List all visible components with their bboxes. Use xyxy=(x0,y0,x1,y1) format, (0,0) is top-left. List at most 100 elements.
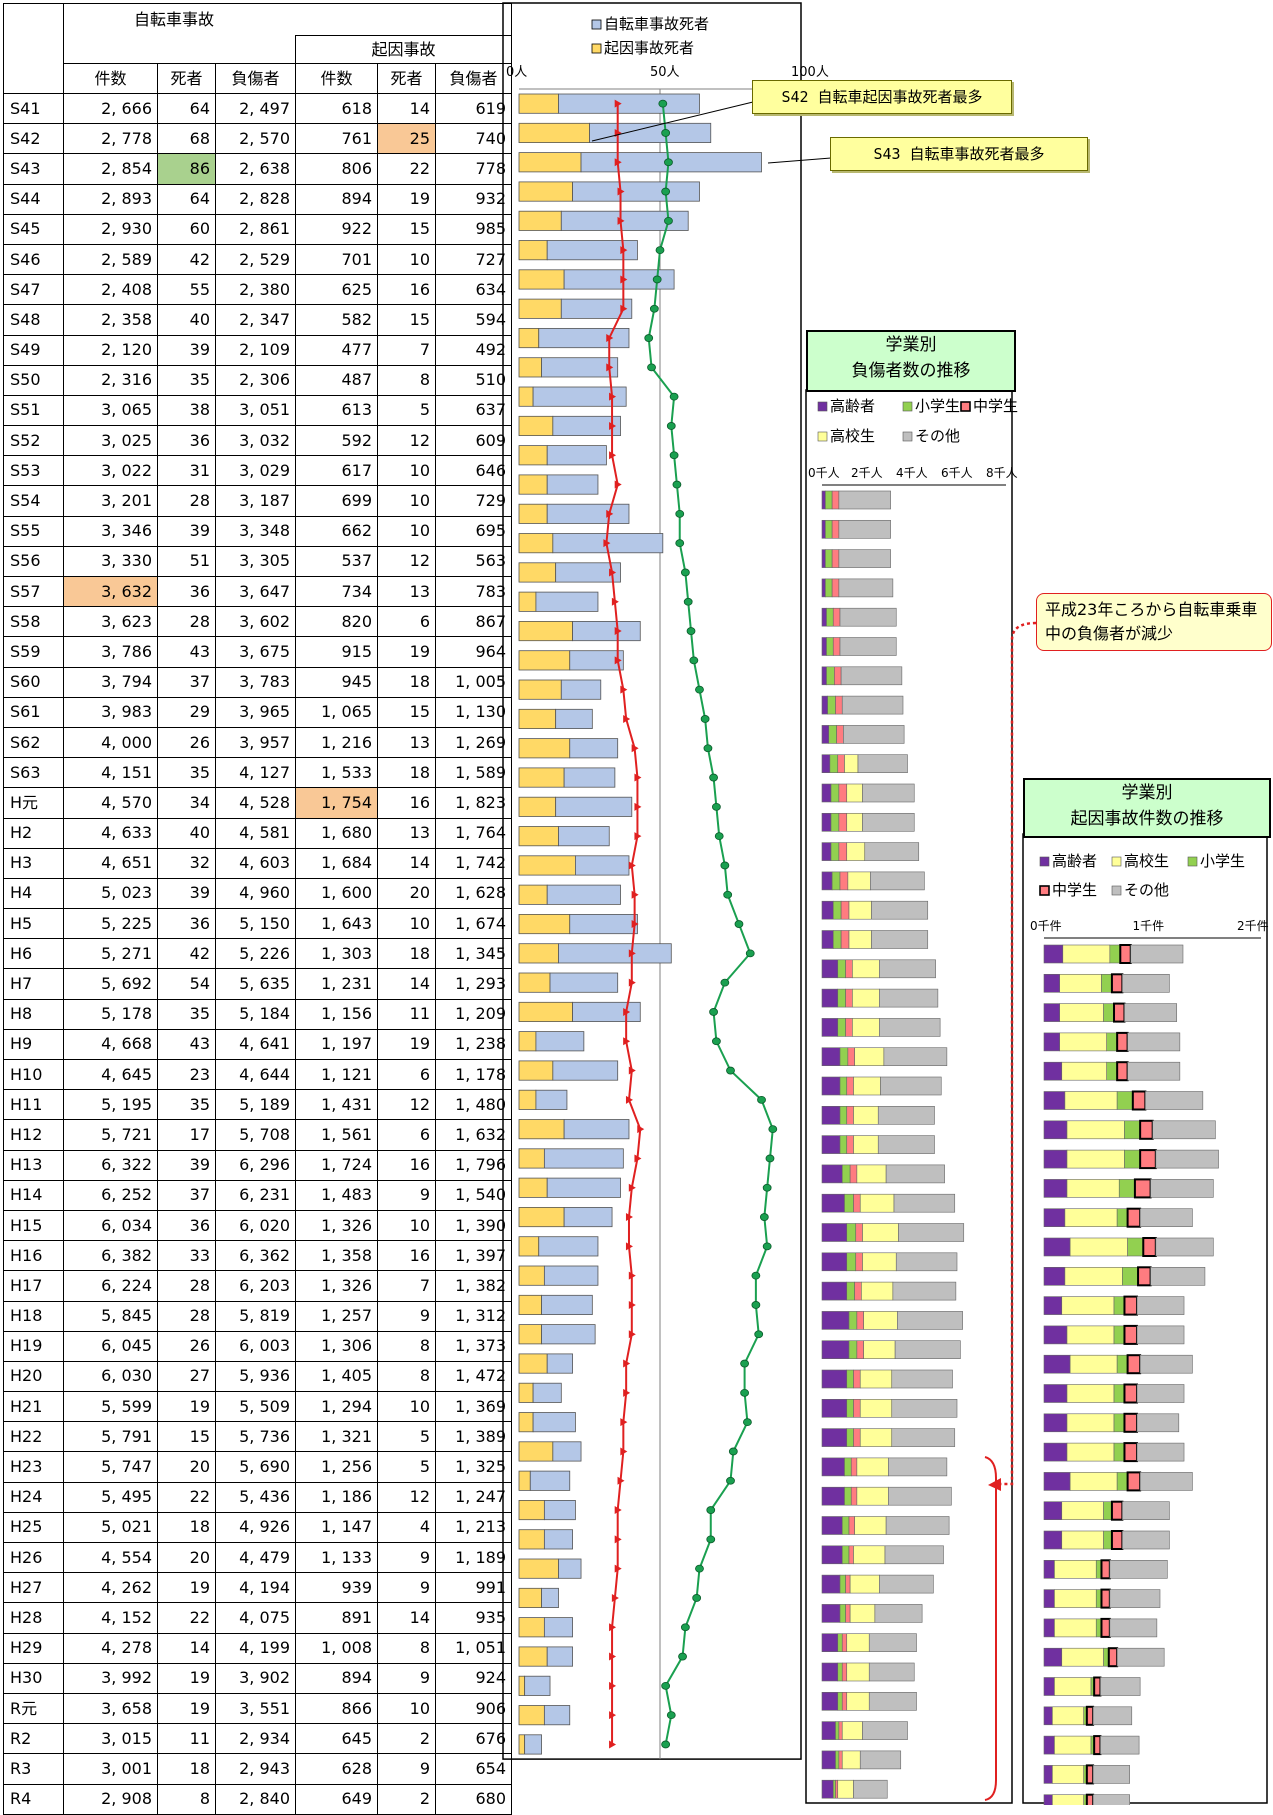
value-cell: 13 xyxy=(377,817,436,849)
era-cell: H7 xyxy=(3,968,64,1000)
value-cell: 1, 674 xyxy=(435,908,512,940)
injured-chart-segment xyxy=(821,1457,845,1477)
value-cell: 701 xyxy=(295,243,378,276)
green-line-marker xyxy=(762,1242,772,1251)
value-cell: 3, 025 xyxy=(63,425,158,457)
injured-chart-segment xyxy=(877,1106,935,1125)
cause-chart-segment xyxy=(1043,1647,1063,1667)
green-line-marker xyxy=(661,187,671,196)
injured-chart-segment xyxy=(821,695,828,715)
table-row: R2 3, 015 11 2, 934 645 2 676 xyxy=(3,1723,512,1755)
table-row: H5 5, 225 36 5, 150 1, 643 10 1, 674 xyxy=(3,908,512,940)
bar-bicycle-death xyxy=(538,327,630,349)
value-cell: 13 xyxy=(377,726,436,759)
red-line-marker xyxy=(609,1740,617,1749)
bar-cause-death xyxy=(518,1734,526,1755)
injured-chart-segment xyxy=(891,1399,958,1418)
value-cell: 1, 256 xyxy=(295,1451,378,1483)
injured-chart-axis-tick: 2千人 xyxy=(851,466,883,480)
value-cell: 18 xyxy=(157,1753,216,1785)
bar-cause-death xyxy=(518,1529,545,1550)
injured-chart-segment xyxy=(821,1223,848,1242)
value-cell: 2, 316 xyxy=(63,364,158,396)
injured-chart-segment xyxy=(825,549,833,568)
injured-chart-segment xyxy=(856,1164,887,1184)
injured-chart-segment xyxy=(853,1399,861,1418)
cause-chart-segment xyxy=(1043,1618,1055,1638)
value-cell: 2, 666 xyxy=(63,92,158,125)
cause-chart-segment xyxy=(1092,1706,1133,1726)
injured-chart-segment xyxy=(879,988,939,1008)
value-cell: 5, 495 xyxy=(63,1481,158,1513)
bar-cause-death xyxy=(518,855,576,876)
era-cell: S57 xyxy=(3,575,64,608)
injured-chart-segment xyxy=(821,812,832,832)
table-row: H18 5, 845 28 5, 819 1, 257 9 1, 312 xyxy=(3,1300,512,1332)
injured-chart-segment xyxy=(821,666,827,686)
cause-chart-segment xyxy=(1107,1647,1119,1668)
green-line-marker xyxy=(664,216,673,225)
value-cell: 39 xyxy=(157,877,216,910)
red-line-marker xyxy=(634,802,642,811)
injured-chart-segment xyxy=(821,1692,839,1711)
bar-cause-death xyxy=(518,210,562,231)
cause-chart-segment xyxy=(1093,1676,1102,1697)
cause-chart-segment xyxy=(1043,1442,1068,1462)
red-line-marker xyxy=(614,480,622,489)
bar-bicycle-death xyxy=(569,738,619,759)
value-cell: 2, 943 xyxy=(215,1753,296,1785)
era-cell: S63 xyxy=(3,757,64,789)
value-cell: 932 xyxy=(435,183,512,215)
injured-chart-segment xyxy=(836,725,844,744)
value-cell: 1, 231 xyxy=(295,968,378,1000)
injured-chart-segment xyxy=(871,900,929,920)
injured-chart-segment xyxy=(844,1457,852,1477)
table-row: H28 4, 152 22 4, 075 891 14 935 xyxy=(3,1602,512,1634)
bar-cause-death xyxy=(518,708,557,729)
table-row: H27 4, 262 19 4, 194 939 9 991 xyxy=(3,1572,512,1604)
injured-chart-segment xyxy=(859,1369,893,1389)
red-line-marker xyxy=(606,509,614,518)
cause-chart-legend-label: その他 xyxy=(1124,881,1169,899)
bar-bicycle-death xyxy=(549,972,619,993)
table-row: S60 3, 794 37 3, 783 945 18 1, 005 xyxy=(3,666,512,698)
cause-chart-segment xyxy=(1130,944,1184,964)
bar-cause-death xyxy=(518,1060,554,1081)
green-line-marker xyxy=(661,1740,671,1749)
green-line-marker xyxy=(712,1037,721,1046)
injured-chart-segment xyxy=(837,1018,846,1037)
injured-chart-segment xyxy=(828,725,837,744)
cause-chart-segment xyxy=(1043,1032,1060,1052)
bar-cause-death xyxy=(518,591,537,612)
table-row: H15 6, 034 36 6, 020 1, 326 10 1, 390 xyxy=(3,1209,512,1242)
table-row: H14 6, 252 37 6, 231 1, 483 9 1, 540 xyxy=(3,1179,512,1211)
injured-chart-segment xyxy=(853,1106,879,1125)
era-cell: S41 xyxy=(3,92,64,125)
injured-chart-segment xyxy=(838,519,891,539)
green-line-marker xyxy=(669,392,679,401)
red-line-marker xyxy=(625,1242,633,1251)
green-line-marker xyxy=(740,1359,749,1368)
cause-chart-segment xyxy=(1101,973,1113,993)
cause-chart-segment xyxy=(1152,1120,1216,1140)
value-cell: 5 xyxy=(377,1421,436,1453)
value-cell: 609 xyxy=(435,425,512,457)
bar-bicycle-death xyxy=(563,1119,630,1140)
green-line-marker xyxy=(675,539,685,548)
legend-label-bicycle: 自転車事故死者 xyxy=(604,15,709,33)
value-cell: 3, 001 xyxy=(63,1753,158,1785)
value-cell: 1, 189 xyxy=(435,1541,512,1574)
cause-chart-segment xyxy=(1043,1706,1053,1726)
value-cell: 28 xyxy=(157,1300,216,1332)
bar-cause-death xyxy=(518,181,573,202)
injured-chart-legend-swatch xyxy=(817,401,828,412)
injured-chart-segment xyxy=(855,1252,863,1272)
value-cell: 16 xyxy=(377,787,436,819)
era-cell: H4 xyxy=(3,877,64,910)
injured-chart-segment xyxy=(846,1281,855,1301)
bar-cause-death xyxy=(518,1031,537,1052)
bar-cause-death xyxy=(518,1324,542,1345)
injured-chart-segment xyxy=(827,695,836,715)
green-line-marker xyxy=(664,158,673,167)
injured-chart-segment xyxy=(838,1721,843,1740)
